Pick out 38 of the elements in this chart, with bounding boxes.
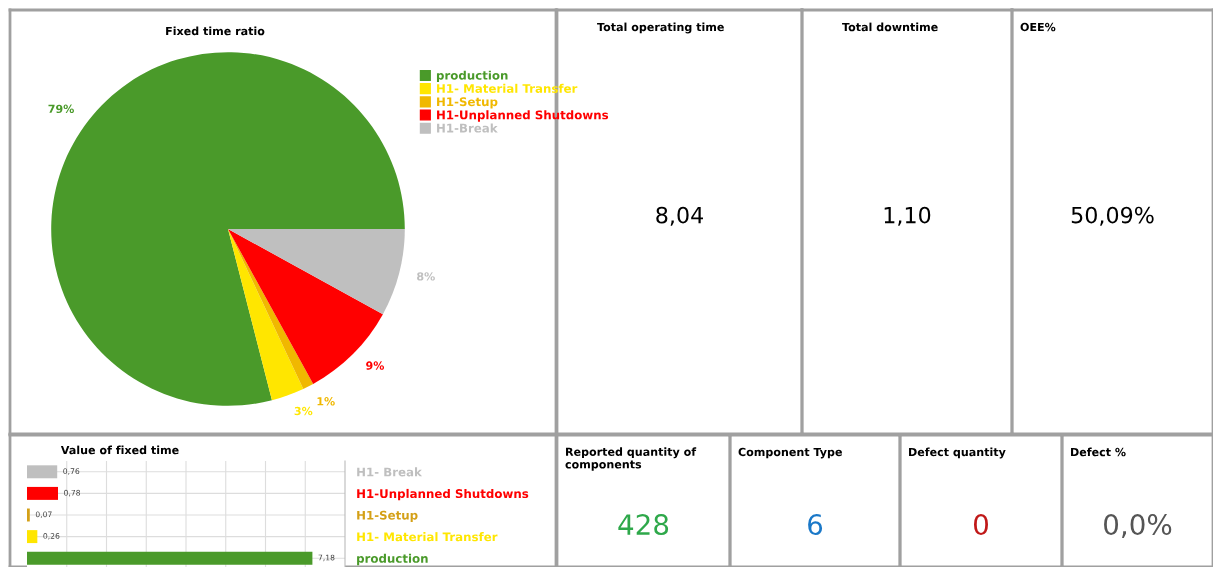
text: 0 bbox=[973, 514, 988, 536]
text: 1,10 bbox=[884, 206, 931, 226]
pie-slice bbox=[228, 229, 383, 384]
text: OEE% bbox=[1020, 22, 1056, 32]
text: 428 bbox=[618, 514, 669, 536]
legend-label: production bbox=[436, 70, 508, 83]
text: Total downtime bbox=[842, 22, 938, 32]
text: Total operating time bbox=[597, 22, 724, 34]
legend-label: H1-Break bbox=[437, 123, 498, 133]
text: Defect % bbox=[1071, 447, 1126, 457]
pie-slice bbox=[228, 229, 304, 401]
y-tick-label: H1- Material Transfer bbox=[357, 532, 498, 542]
bar bbox=[27, 486, 59, 500]
y-tick-label: production bbox=[357, 553, 428, 566]
legend-label: H1- Material Transfer bbox=[437, 83, 578, 93]
data-label: 1% bbox=[317, 397, 335, 406]
data-label: 3% bbox=[294, 406, 313, 416]
data-label: 79% bbox=[48, 104, 74, 114]
text: 0,0% bbox=[1104, 514, 1172, 538]
legend-label: H1-Unplanned Shutdowns bbox=[437, 110, 609, 122]
y-tick-label: H1- Break bbox=[357, 467, 423, 477]
chart-title: Fixed time ratio bbox=[166, 26, 265, 36]
bar bbox=[27, 530, 38, 544]
data-label: 8% bbox=[417, 272, 435, 281]
text: Component Type bbox=[738, 447, 842, 459]
text: 8,04 bbox=[656, 206, 703, 226]
text: Defect quantity bbox=[909, 447, 1006, 459]
bar bbox=[27, 465, 58, 479]
y-tick-label: H1-Unplanned Shutdowns bbox=[357, 488, 529, 501]
text: Reported quantity of components bbox=[565, 447, 697, 471]
pie-slice bbox=[228, 229, 405, 315]
chart-title: Value of fixed time bbox=[60, 445, 179, 455]
y-tick-label: H1-Setup bbox=[357, 510, 418, 522]
text: 6 bbox=[808, 514, 823, 536]
legend-label: H1-Setup bbox=[437, 97, 498, 109]
data-label: 9% bbox=[366, 361, 385, 370]
text: 50,09% bbox=[1071, 206, 1154, 226]
bar bbox=[27, 508, 30, 522]
